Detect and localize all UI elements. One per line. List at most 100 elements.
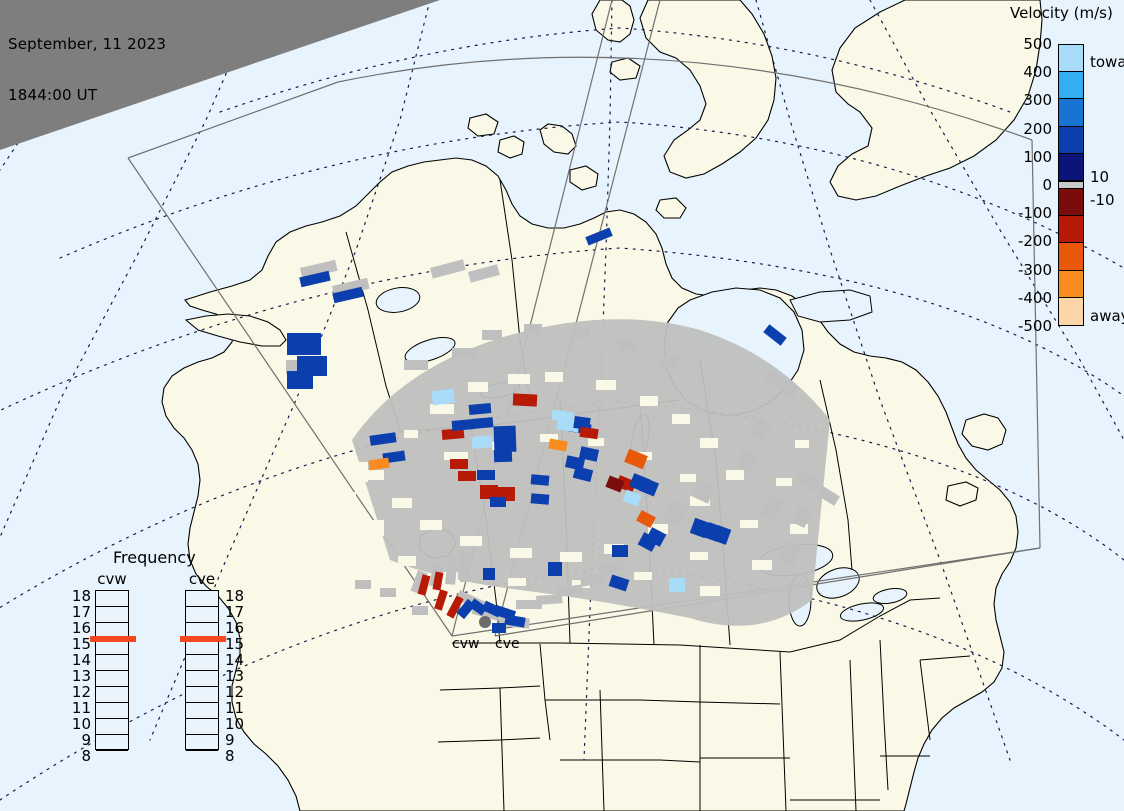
velocity-cell [451,419,475,431]
velocity-cell [712,525,732,545]
alaska-peninsula [184,313,287,347]
velocity-cell [441,428,465,440]
fov-arc-outer [337,56,1033,141]
velocity-cell [636,509,656,529]
velocity-cell [512,393,538,407]
frequency-tick-cve-15: 15 [225,635,245,653]
velocity-cell [468,403,492,415]
frequency-tick-cve-17: 17 [225,603,245,621]
great-bear-lake [375,287,421,313]
colorbar-tick-300: 300 [1023,91,1052,110]
border-east-2 [919,659,931,741]
frequency-legend-title: Frequency [113,548,196,567]
frequency-segment [96,687,128,703]
frequency-segment [96,655,128,671]
frequency-tick-cve-12: 12 [225,683,245,701]
grid-parallel-80 [219,27,1011,113]
station-label-cvw: cvw [452,636,480,652]
velocity-cell [368,457,390,471]
frequency-tick-cvw-16: 16 [71,619,91,637]
velocity-cell [472,417,494,429]
frequency-segment [96,671,128,687]
frequency-segment [186,671,218,687]
frequency-tick-cvw-12: 12 [71,683,91,701]
velocity-cell [493,449,513,463]
colorbar-tick--200: -200 [1017,232,1052,251]
velocity-cell [332,286,364,304]
frequency-segment [186,687,218,703]
velocity-cell [645,527,667,547]
frequency-bar-cvw [90,590,136,751]
velocity-cell [458,471,476,481]
timestamp-banner: September, 11 2023 1844:00 UT [8,2,166,138]
velocity-cell-layer [287,227,787,633]
ellesmere-island-landmass [591,0,635,43]
arctic-island-f [655,197,687,219]
arctic-island-d [467,113,499,137]
colorbar-band-55 [1059,153,1083,181]
velocity-cell [432,571,444,591]
velocity-cell [669,578,685,592]
frequency-tick-cvw-11: 11 [71,699,91,717]
frequency-radar-name-cve: cve [188,570,216,588]
baffin-island-landmass [639,0,777,179]
velocity-cell [493,425,517,453]
colorbar-band--150 [1059,216,1083,244]
velocity-cell [490,497,506,507]
frequency-tick-cvw-17: 17 [71,603,91,621]
velocity-colorbar: Velocity (m/s) 500 400 300 200 100 0 -100 -200 -… [1000,4,1124,335]
velocity-cell [480,485,498,499]
velocity-cell [579,426,599,440]
frequency-bar-cve [180,590,226,751]
velocity-cell [471,435,493,449]
colorbar-tick--500: -500 [1017,317,1052,335]
colorbar-inner-pos-label: 10 [1090,168,1110,186]
border-on-qc [819,379,853,571]
frequency-tick-cvw-14: 14 [71,651,91,669]
velocity-cell [605,475,625,493]
grid-meridian-5 [869,0,1124,441]
timestamp-date: September, 11 2023 [8,35,167,53]
newfoundland-island [961,413,1007,451]
lake-ontario [872,588,908,604]
frequency-marker-cvw [90,636,136,642]
velocity-cell [608,574,630,592]
grid-meridian-4 [755,0,1011,761]
colorbar-band-350 [1059,72,1083,100]
border-ny-pa [919,655,971,661]
velocity-cell [612,545,628,557]
border-vertical-3 [849,659,857,811]
velocity-cell [578,446,600,462]
frequency-tick-cve-13: 13 [225,667,245,685]
velocity-cell [492,623,506,633]
frequency-tick-cvw-18: 18 [71,587,91,605]
frequency-segment [96,719,128,735]
lake-erie [839,602,885,622]
colorbar-band-0 [1059,180,1083,189]
velocity-cell [689,517,711,539]
velocity-cell [548,562,562,576]
velocity-cell [564,455,586,471]
frequency-segment [96,591,128,607]
frequency-segment [186,607,218,623]
frequency-segment [186,655,218,671]
frequency-legend: Frequency cvw 18 17 16 15 14 13 12 11 10 9 8 cve 18 17… [72,548,260,798]
frequency-tick-cve-16: 16 [225,619,245,637]
grid-parallel-60 [0,247,1124,412]
colorbar-band-450 [1059,45,1083,73]
velocity-cell [548,438,568,452]
arctic-island-b [497,135,525,159]
colorbar-tick-400: 400 [1023,63,1052,82]
velocity-cell [434,589,448,611]
frequency-tick-cve-11: 11 [225,699,245,717]
frequency-tick-cve-14: 14 [225,651,245,669]
arctic-island-a [539,123,577,155]
colorbar-band--350 [1059,270,1083,298]
colorbar-band--450 [1059,297,1083,325]
border-vertical-2 [779,651,787,811]
frequency-segment [186,719,218,735]
velocity-cell [299,270,331,288]
velocity-cell [615,475,637,493]
